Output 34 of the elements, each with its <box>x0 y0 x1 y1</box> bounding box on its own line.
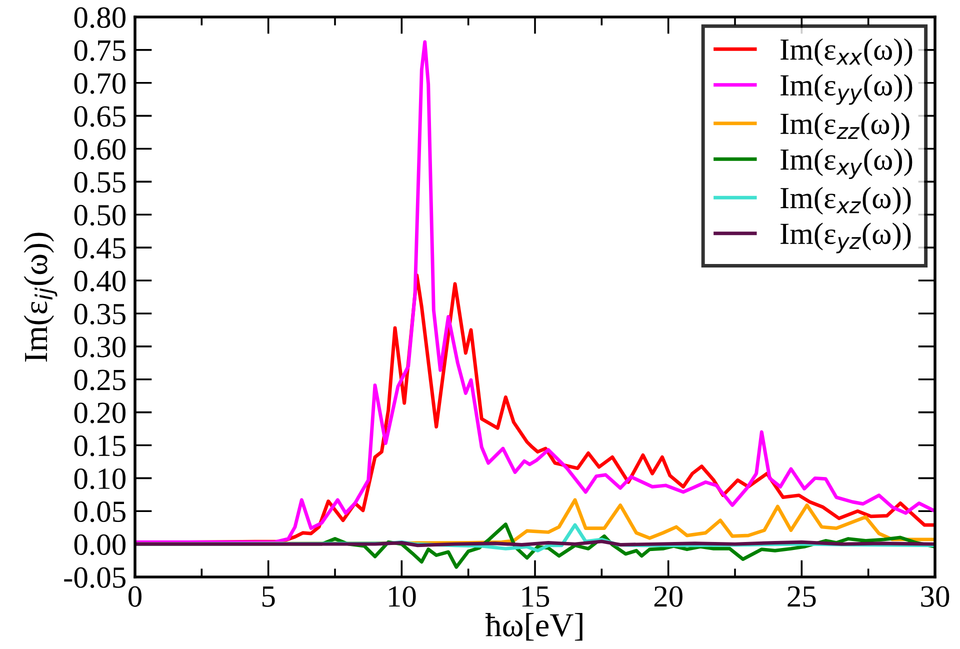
y-tick-label: 0.25 <box>74 370 126 390</box>
y-tick-label: 0.65 <box>74 106 126 127</box>
x-tick-label: 25 <box>788 586 816 607</box>
y-tick-label: 0.40 <box>74 270 126 292</box>
x-tick-label: 15 <box>522 586 550 607</box>
y-tick-label: 0.10 <box>74 468 126 490</box>
y-tick-label: 0.35 <box>74 304 126 325</box>
legend-label: Im(ε$_{yz}$(ω)) <box>780 222 911 254</box>
legend-label: Im(ε$_{yy}$(ω)) <box>780 74 912 105</box>
x-axis-title: ħω[eV] <box>485 613 582 641</box>
y-tick-label: 0.15 <box>74 436 126 456</box>
legend-label: Im(ε$_{xx}$(ω)) <box>780 38 912 66</box>
y-tick-label: -0.05 <box>64 567 126 588</box>
y-tick-label: 0.55 <box>74 172 126 193</box>
x-tick-label: 10 <box>389 586 416 607</box>
x-tick-label: 5 <box>262 586 275 607</box>
legend-label: Im(ε$_{zz}$(ω)) <box>780 112 910 140</box>
y-tick-label: 0.45 <box>74 238 126 259</box>
x-tick-label: 30 <box>921 586 950 607</box>
legend-label: Im(ε$_{xz}$(ω)) <box>780 186 911 215</box>
y-tick-label: 0.20 <box>74 402 126 424</box>
y-tick-label: 0.30 <box>74 336 126 358</box>
y-tick-label: 0.80 <box>74 7 126 28</box>
y-tick-label: 0.05 <box>74 501 126 522</box>
y-tick-label: 0.75 <box>74 40 126 61</box>
y-tick-label: 0.00 <box>74 534 126 556</box>
y-tick-label: 0.70 <box>74 73 126 94</box>
y-axis-title: Im(ε$_{ij}$(ω)) <box>24 232 58 362</box>
x-tick-label: 20 <box>654 586 682 607</box>
line-series <box>135 40 935 544</box>
y-tick-label: 0.60 <box>74 139 126 160</box>
x-tick-label: 0 <box>128 586 142 607</box>
legend-label: Im(ε$_{xy}$(ω)) <box>780 148 912 180</box>
y-tick-label: 0.50 <box>74 204 126 226</box>
